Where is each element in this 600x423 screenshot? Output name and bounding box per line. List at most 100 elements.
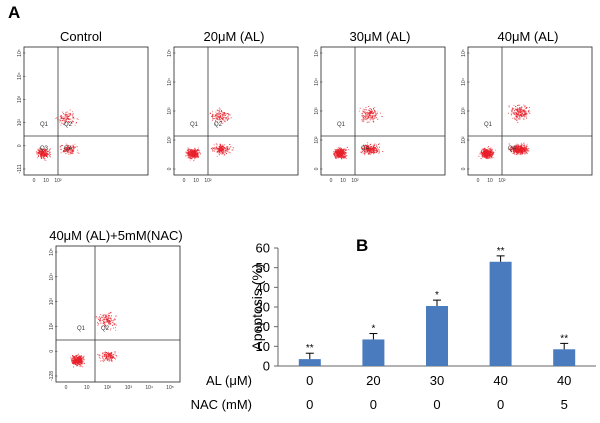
flow-x-tick: 10² xyxy=(104,385,112,391)
flow-x-tick: 10⁵ xyxy=(166,385,174,391)
flow-y-tick: 10² xyxy=(461,136,467,144)
condition-value: 40 xyxy=(557,373,571,388)
flow-x-tick: 0 xyxy=(330,178,333,184)
flow-x-tick: 10 xyxy=(340,178,346,184)
flow-y-tick: 10³ xyxy=(167,107,173,115)
flow-events xyxy=(36,109,80,161)
quadrant-label: Q2 xyxy=(214,122,223,128)
quadrant-label: Q1 xyxy=(77,326,86,332)
y-tick-label: 20 xyxy=(256,319,270,334)
flow-y-tick: 10⁴ xyxy=(167,78,173,86)
condition-value: 40 xyxy=(493,373,507,388)
flow-y-tick: 10³ xyxy=(461,107,467,115)
flow-x-tick: 0 xyxy=(33,178,36,184)
bar xyxy=(553,349,576,366)
flow-y-tick: 10⁵ xyxy=(17,49,23,57)
flow-y-tick: 10² xyxy=(314,136,320,144)
quadrant-label: Q4 xyxy=(508,146,517,152)
flow-events xyxy=(70,311,118,368)
flow-panel-title: Control xyxy=(60,29,102,44)
flow-panel-title: 40μM (AL)+5mM(NAC) xyxy=(49,228,183,243)
significance-marker: * xyxy=(435,290,439,301)
flow-y-tick: 10⁴ xyxy=(49,273,55,281)
condition-value: 0 xyxy=(497,397,504,412)
condition-value: 5 xyxy=(561,397,568,412)
condition-row-label: NAC (mM) xyxy=(191,397,252,412)
condition-value: 0 xyxy=(370,397,377,412)
flow-y-tick: 0 xyxy=(17,144,23,147)
flow-y-tick: -111 xyxy=(17,164,23,173)
flow-y-tick: 10⁵ xyxy=(167,49,173,57)
quadrant-label: Q1 xyxy=(484,122,493,128)
flow-x-tick: 10⁴ xyxy=(145,385,153,391)
y-tick-label: 10 xyxy=(256,339,270,354)
quadrant-label: Q2 xyxy=(101,326,110,332)
flow-y-tick: 10⁴ xyxy=(461,78,467,86)
y-tick-label: 60 xyxy=(256,241,270,256)
flow-events xyxy=(332,106,384,160)
flow-x-tick: 10 xyxy=(193,178,199,184)
significance-marker: ** xyxy=(560,333,568,344)
panel-a-label: A xyxy=(8,3,20,22)
flow-x-tick: 10² xyxy=(204,178,212,184)
quadrant-label: Q1 xyxy=(190,122,199,128)
flow-y-tick: -128 xyxy=(49,371,55,381)
flow-y-tick: 10³ xyxy=(49,298,55,306)
flow-y-tick: 10⁴ xyxy=(314,78,320,86)
flow-y-tick: 10³ xyxy=(17,95,23,103)
flow-y-tick: 10⁵ xyxy=(49,248,55,256)
flow-y-tick: 0 xyxy=(167,167,173,170)
flow-panel: 40μM (AL)+5mM(NAC) Q1 Q2 10⁵ 10⁴ 10³ 10² 0 -128 0… xyxy=(49,228,183,391)
condition-value: 30 xyxy=(430,373,444,388)
flow-events xyxy=(478,104,531,160)
significance-marker: * xyxy=(371,324,375,335)
flow-x-tick: 10 xyxy=(84,385,90,391)
condition-value: 0 xyxy=(433,397,440,412)
flow-events xyxy=(185,107,234,162)
flow-panel-title: 30μM (AL) xyxy=(350,29,411,44)
panel-b-label: B xyxy=(356,236,368,255)
flow-y-tick: 10⁵ xyxy=(461,49,467,57)
quadrant-label: Q4 xyxy=(64,146,73,152)
condition-value: 20 xyxy=(366,373,380,388)
flow-panel-title: 20μM (AL) xyxy=(204,29,265,44)
quadrant-label: Q1 xyxy=(40,122,49,128)
y-axis-label: Apoptosis (%) xyxy=(249,263,265,350)
flow-x-tick: 10² xyxy=(351,178,359,184)
flow-y-tick: 10⁵ xyxy=(314,49,320,57)
flow-x-tick: 0 xyxy=(183,178,186,184)
y-tick-label: 0 xyxy=(263,359,270,374)
flow-x-tick: 0 xyxy=(65,385,68,391)
condition-value: 0 xyxy=(306,397,313,412)
flow-y-tick: 10⁴ xyxy=(17,72,23,80)
bar xyxy=(426,306,448,366)
condition-value: 0 xyxy=(306,373,313,388)
y-tick-label: 40 xyxy=(256,280,270,295)
flow-x-tick: 10 xyxy=(487,178,493,184)
flow-y-tick: 0 xyxy=(49,350,55,353)
flow-y-tick: 10² xyxy=(49,322,55,330)
quadrant-label: Q3 xyxy=(40,146,49,152)
condition-row-label: AL (μM) xyxy=(206,373,252,388)
flow-y-tick: 0 xyxy=(461,167,467,170)
flow-y-tick: 10² xyxy=(17,119,23,127)
quadrant-label: Q4 xyxy=(361,146,370,152)
flow-y-tick: 10³ xyxy=(314,107,320,115)
flow-y-tick: 10² xyxy=(167,136,173,144)
flow-x-tick: 10² xyxy=(498,178,506,184)
flow-x-tick: 10² xyxy=(54,178,62,184)
bar xyxy=(298,359,321,366)
flow-panel: 30μM (AL) Q1 Q4 10⁵ 10⁴ 10³ 10² 0 0 10 10² xyxy=(314,29,446,184)
quadrant-label: Q2 xyxy=(64,122,73,128)
flow-x-tick: 0 xyxy=(477,178,480,184)
flow-panel: Control Q1 Q2 Q3 Q4 10⁵ 10⁴ 10³ 10² 0 -111 0 10 10² xyxy=(17,29,149,184)
y-tick-label: 30 xyxy=(256,300,270,315)
bar xyxy=(489,261,512,366)
flow-panel: 20μM (AL) Q1 Q2 10⁵ 10⁴ 10³ 10² 0 0 10 10² xyxy=(167,29,299,184)
flow-panel-title: 40μM (AL) xyxy=(498,29,559,44)
flow-x-tick: 10 xyxy=(43,178,49,184)
bar xyxy=(362,339,385,366)
significance-marker: ** xyxy=(497,246,505,257)
